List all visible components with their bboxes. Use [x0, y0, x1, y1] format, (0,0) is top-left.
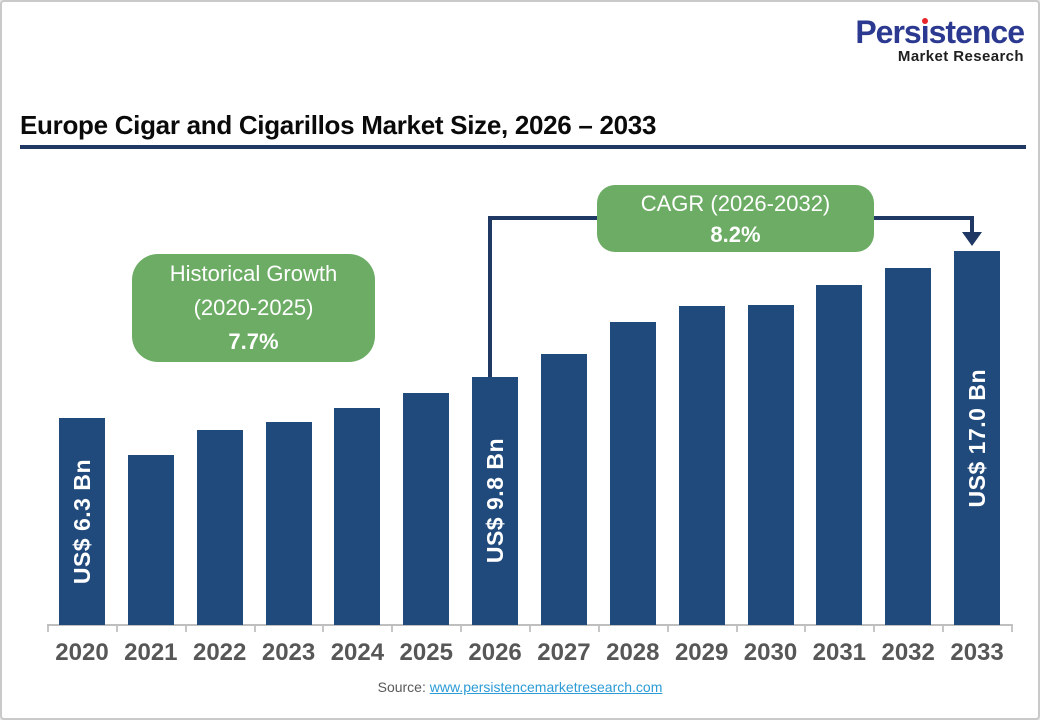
x-axis-tick	[253, 624, 256, 632]
bar-2030	[747, 305, 794, 625]
cagr-connector-right-segment	[970, 216, 974, 234]
x-axis-label-2030: 2030	[743, 639, 798, 666]
brand-subtitle: Market Research	[897, 48, 1024, 65]
cagr-callout: CAGR (2026-2032) 8.2%	[597, 185, 874, 252]
cagr-connector-left-segment	[488, 216, 492, 377]
bar-2024	[334, 408, 381, 625]
x-axis-label-2025: 2025	[399, 639, 453, 666]
x-axis-tick	[391, 624, 394, 632]
historical-growth-value: 7.7%	[228, 329, 279, 354]
brand-logo: Persıstence Market Research	[855, 14, 1025, 65]
historical-growth-line2: (2020-2025)	[193, 295, 314, 320]
title-underline	[20, 145, 1026, 149]
brand-name-pre: Pers	[855, 14, 921, 50]
x-axis-label-2033: 2033	[950, 639, 1004, 666]
bar-2027	[540, 354, 587, 625]
historical-growth-line1: Historical Growth	[169, 261, 338, 286]
bar-value-label-2026: US$ 9.8 Bn	[481, 438, 508, 564]
x-axis-tick	[460, 624, 463, 632]
bar-value-label-2020: US$ 6.3 Bn	[68, 458, 95, 585]
bar-2025	[403, 393, 450, 625]
source-note: Source: www.persistencemarketresearch.co…	[2, 679, 1038, 695]
bar-2022	[196, 430, 243, 625]
x-axis-line	[47, 624, 1012, 626]
x-axis-label-2023: 2023	[261, 639, 316, 666]
x-axis-label-2031: 2031	[812, 639, 867, 666]
bar-2026: US$ 9.8 Bn	[472, 377, 519, 625]
bar-2033: US$ 17.0 Bn	[954, 251, 1001, 625]
cagr-value: 8.2%	[710, 222, 761, 247]
x-axis-tick	[804, 624, 807, 632]
bar-2021	[127, 455, 174, 625]
x-axis-tick	[666, 624, 669, 632]
arrow-down-icon	[962, 232, 982, 246]
x-axis-tick	[1010, 624, 1013, 632]
bar-2031	[816, 285, 863, 625]
brand-name-post: stence	[928, 14, 1025, 50]
bar-2029	[678, 306, 725, 625]
bar-2028	[609, 322, 656, 625]
page-title: Europe Cigar and Cigarillos Market Size,…	[20, 110, 657, 140]
x-axis-tick	[322, 624, 325, 632]
x-axis-label-2026: 2026	[468, 639, 522, 666]
x-axis-label-2024: 2024	[330, 639, 385, 666]
x-axis-tick	[115, 624, 118, 632]
x-axis-tick	[735, 624, 738, 632]
x-axis-tick	[942, 624, 945, 632]
bar-2020: US$ 6.3 Bn	[59, 418, 105, 625]
historical-growth-callout: Historical Growth (2020-2025) 7.7%	[132, 254, 375, 362]
x-axis-tick	[873, 624, 876, 632]
x-axis-tick	[597, 624, 600, 632]
x-axis-label-2022: 2022	[192, 639, 247, 666]
x-axis-label-2029: 2029	[674, 639, 729, 666]
x-axis-tick	[47, 624, 49, 632]
x-axis-label-2028: 2028	[606, 639, 660, 666]
x-axis-tick	[528, 624, 531, 632]
bar-value-label-2033: US$ 17.0 Bn	[963, 368, 990, 508]
source-prefix: Source:	[377, 679, 430, 695]
brand-name: Persıstence	[855, 14, 1025, 50]
x-axis-label-2020: 2020	[55, 639, 109, 666]
cagr-line1: CAGR (2026-2032)	[640, 191, 831, 216]
bar-2032	[885, 268, 932, 625]
x-axis-label-2032: 2032	[881, 639, 935, 666]
x-axis-label-2021: 2021	[124, 639, 178, 666]
x-axis-tick	[184, 624, 187, 632]
x-axis-label-2027: 2027	[537, 639, 591, 666]
source-link[interactable]: www.persistencemarketresearch.com	[429, 679, 663, 695]
brand-red-dot-i: ı	[920, 14, 930, 50]
bar-2023	[265, 422, 312, 625]
